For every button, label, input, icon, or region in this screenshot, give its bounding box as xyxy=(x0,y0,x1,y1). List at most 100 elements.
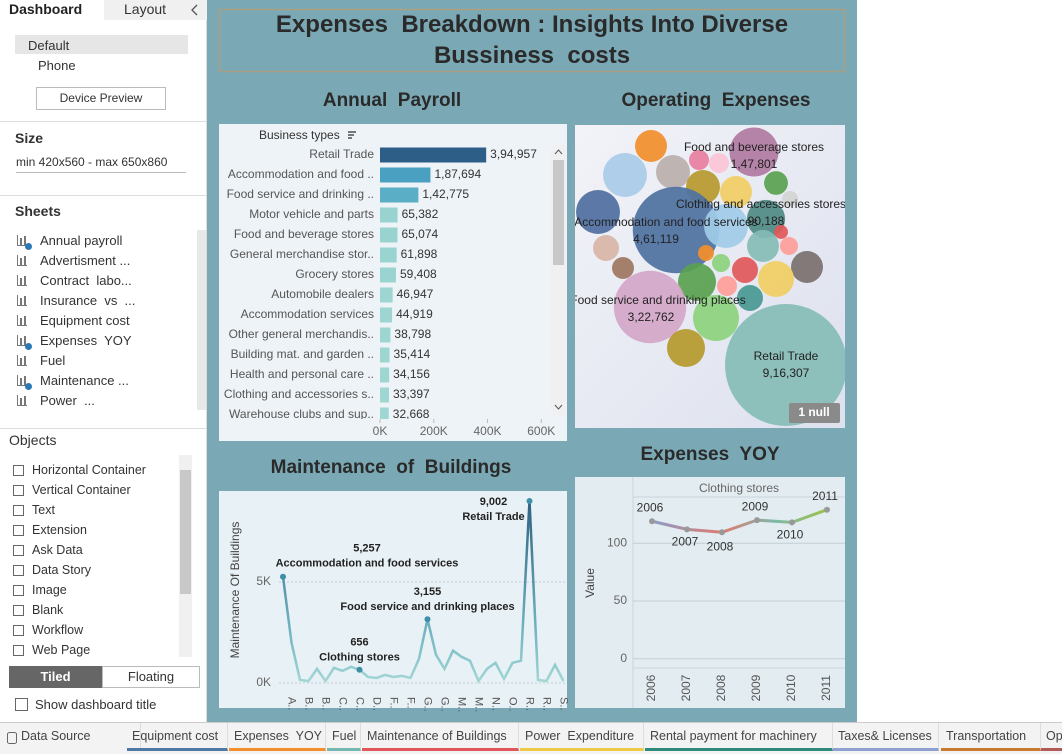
sheet-icon-bar xyxy=(24,356,26,365)
sheet-tab[interactable]: Equipment cost xyxy=(127,723,228,751)
section-heading: Sheets xyxy=(15,203,61,219)
x-tick-label: R.. xyxy=(524,697,536,711)
value-label: 59,408 xyxy=(400,267,437,281)
object-item[interactable]: Vertical Container xyxy=(32,483,131,497)
sheet-item[interactable]: Equipment cost xyxy=(40,313,130,328)
sheet-tab[interactable]: Data Source xyxy=(0,723,141,751)
sheet-item[interactable]: Expenses YOY xyxy=(40,333,132,348)
bubble-value: 1,47,801 xyxy=(731,157,778,171)
x-tick-label: 2006 xyxy=(644,674,658,701)
sheet-item[interactable]: Insurance vs ... xyxy=(40,293,136,308)
value-label: 1,87,694 xyxy=(434,167,481,181)
x-tick-label: F.. xyxy=(388,697,400,709)
value-label: 46,947 xyxy=(397,287,434,301)
sheet-item[interactable]: Fuel xyxy=(40,353,66,368)
category-label: Clothing and accessories s.. xyxy=(224,387,374,401)
bubble xyxy=(612,257,634,279)
objects-scroll-thumb[interactable] xyxy=(180,470,191,594)
column-header: Business types xyxy=(259,128,340,142)
sheet-icon-bar xyxy=(24,316,26,325)
sheet-tab[interactable]: Fuel xyxy=(327,723,361,751)
y-tick-label: 5K xyxy=(256,574,271,588)
sheet-used-badge xyxy=(25,343,32,350)
point xyxy=(684,526,690,533)
object-item[interactable]: Ask Data xyxy=(32,543,83,557)
bubble-value: 90,188 xyxy=(748,214,785,228)
category-label: Food service and drinking .. xyxy=(227,187,374,201)
size-dropdown[interactable]: min 420x560 - max 650x860 xyxy=(16,155,186,173)
bubble-value: 9,16,307 xyxy=(763,366,810,380)
object-item[interactable]: Image xyxy=(32,583,67,597)
sheet-tab[interactable]: Maintenance of Buildings xyxy=(362,723,519,751)
bubble xyxy=(725,304,845,426)
x-tick-label: M.. xyxy=(473,697,485,712)
device-preview-button[interactable]: Device Preview xyxy=(36,87,166,110)
sheet-tab[interactable]: Operating Expenses xyxy=(1041,723,1062,751)
category-label: Accommodation services xyxy=(241,307,374,321)
object-item[interactable]: Web Page xyxy=(32,643,91,657)
point-label: 2008 xyxy=(707,539,734,553)
sheet-item[interactable]: Power ... xyxy=(40,393,95,408)
sheets-scrollbar[interactable] xyxy=(197,230,206,410)
x-tick-label: F.. xyxy=(405,697,417,709)
separator xyxy=(0,195,206,196)
point xyxy=(754,517,760,524)
sheet-tab-bar: Data Source Equipment cost Expenses YOY Fue… xyxy=(0,722,1062,754)
section-heading: Objects xyxy=(9,432,57,448)
category-label: Building mat. and garden .. xyxy=(231,347,374,361)
sheet-item[interactable]: Annual payroll xyxy=(40,233,123,248)
object-item[interactable]: Horizontal Container xyxy=(32,463,146,477)
collapse-icon[interactable] xyxy=(188,3,202,17)
bar xyxy=(380,387,389,403)
x-tick-label: A.. xyxy=(286,697,298,710)
sheet-tab[interactable]: Rental payment for machinery xyxy=(645,723,833,751)
bubble xyxy=(697,244,715,262)
object-item[interactable]: Text xyxy=(32,503,55,517)
point xyxy=(649,518,655,525)
bubble xyxy=(689,150,709,170)
x-tick-label: 200K xyxy=(420,424,448,438)
dashboard-tab[interactable]: Dashboard xyxy=(9,1,83,17)
sheet-item[interactable]: Contract labo... xyxy=(40,273,132,288)
bubble xyxy=(781,190,799,208)
bubble xyxy=(576,190,620,234)
checkbox[interactable] xyxy=(15,698,28,711)
floating-button[interactable]: Floating xyxy=(102,666,200,688)
checkbox-label[interactable]: Show dashboard title xyxy=(35,697,157,712)
device-option[interactable]: Default xyxy=(28,38,70,53)
sheet-tab[interactable]: Taxes& Licenses xyxy=(833,723,939,751)
object-item[interactable]: Workflow xyxy=(32,623,84,637)
selected-device-bg xyxy=(15,35,188,54)
value-label: 65,074 xyxy=(401,227,438,241)
bubble xyxy=(711,253,731,273)
bubble-label: Food and beverage stores xyxy=(684,140,824,154)
object-icon xyxy=(13,625,24,636)
bar xyxy=(380,347,390,363)
tiled-button[interactable]: Tiled xyxy=(9,666,102,688)
sheet-item[interactable]: Maintenance ... xyxy=(40,373,129,388)
bubble xyxy=(791,251,823,283)
sheet-used-badge xyxy=(25,383,32,390)
object-item[interactable]: Extension xyxy=(32,523,87,537)
bar xyxy=(380,267,396,283)
bubble-label: Food service and drinking places xyxy=(570,293,745,307)
panel xyxy=(575,477,845,708)
point xyxy=(719,529,725,536)
category-label: Warehouse clubs and sup.. xyxy=(229,407,374,421)
layout-tab[interactable]: Layout xyxy=(124,1,167,17)
bubble-label: Clothing and accessories stores xyxy=(676,197,846,211)
sheet-item[interactable]: Advertisment ... xyxy=(40,253,131,268)
object-item[interactable]: Blank xyxy=(32,603,64,617)
device-option[interactable]: Phone xyxy=(38,58,76,73)
sheet-tab[interactable]: Transportation xyxy=(941,723,1041,751)
sheet-tab[interactable]: Power Expenditure xyxy=(520,723,644,751)
sheet-icon-bar xyxy=(20,258,22,265)
sheet-tab[interactable]: Expenses YOY xyxy=(229,723,326,751)
line xyxy=(651,508,828,534)
x-tick-label: B.. xyxy=(320,697,332,710)
object-item[interactable]: Data Story xyxy=(32,563,92,577)
bubble xyxy=(677,262,717,302)
bubble xyxy=(593,235,619,261)
bubble-label: Retail Trade xyxy=(754,349,819,363)
